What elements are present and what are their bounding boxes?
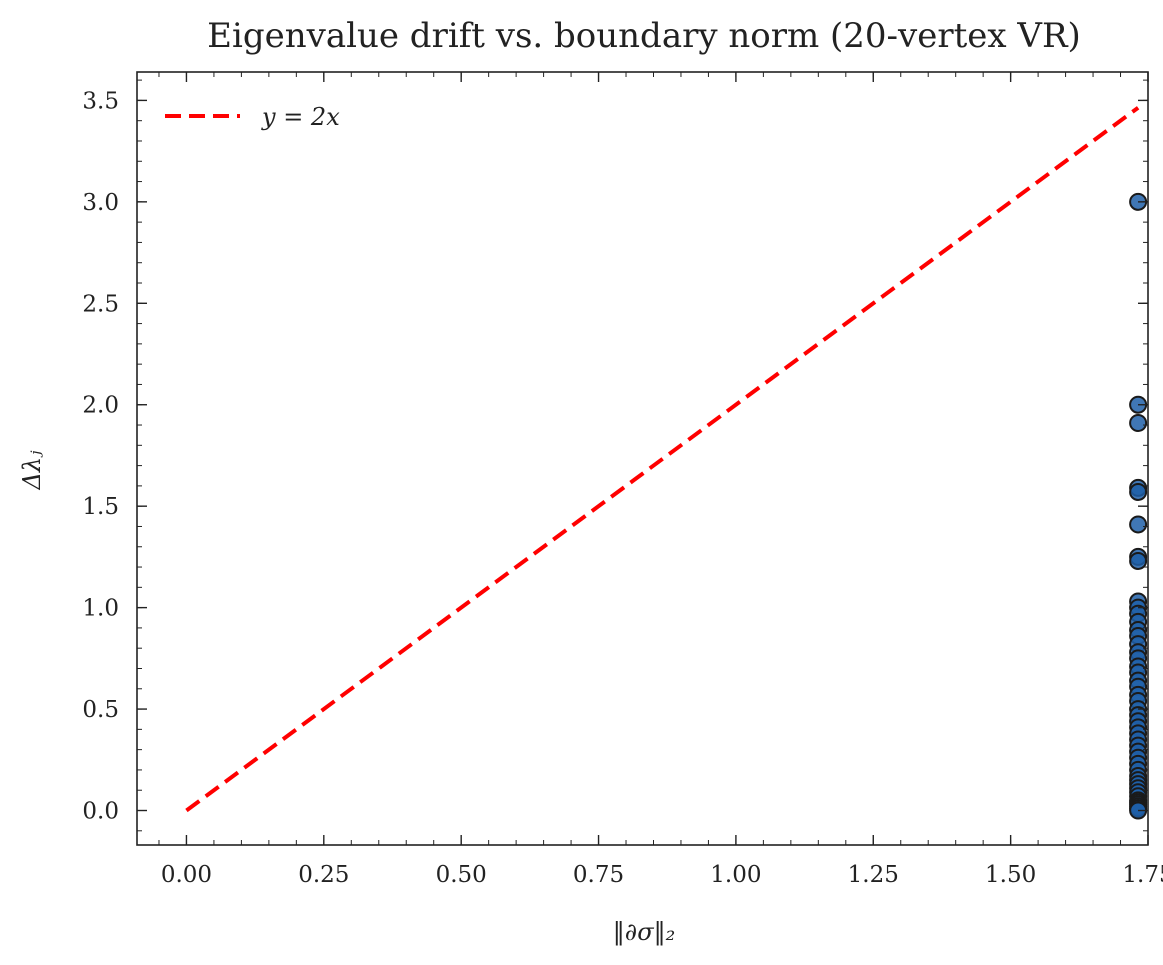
scatter-point: [1129, 482, 1148, 501]
x-tick-label: 1.25: [848, 862, 899, 888]
x-tick-label: 1.00: [710, 862, 761, 888]
y-tick-label: 2.5: [82, 291, 119, 317]
y-axis-label: Δλⱼ: [18, 450, 46, 491]
scatter-point: [1129, 551, 1148, 570]
x-tick-label: 0.75: [573, 862, 624, 888]
x-tick-label: 0.00: [161, 862, 212, 888]
y-tick-label: 0.0: [82, 799, 119, 825]
reference-line-y-equals-2x: [185, 106, 1140, 813]
chart-title: Eigenvalue drift vs. boundary norm (20-v…: [207, 16, 1081, 56]
y-tick-label: 0.5: [82, 697, 119, 723]
scatter-point: [1129, 515, 1148, 534]
plot-frame: [136, 71, 1149, 846]
y-tick-label: 2.0: [82, 393, 119, 419]
legend-label: y = 2x: [261, 103, 340, 131]
plot-area: [136, 71, 1149, 846]
scatter-point: [1129, 413, 1148, 432]
axis-ticks: 0.00 0.25 0.50 0.75 1.00 1.25 1.50 1.75 0.0 0.5 1.…: [82, 72, 1163, 888]
x-tick-label: 1.75: [1122, 862, 1163, 888]
y-tick-label: 1.0: [82, 596, 119, 622]
y-tick-label: 3.5: [82, 88, 119, 114]
y-tick-label: 1.5: [82, 494, 119, 520]
x-tick-label: 1.50: [985, 862, 1036, 888]
x-tick-label: 0.50: [436, 862, 487, 888]
x-tick-label: 0.25: [298, 862, 349, 888]
y-tick-label: 3.0: [82, 190, 119, 216]
legend: y = 2x: [165, 103, 340, 131]
x-axis-label: ‖∂σ‖₂: [613, 918, 675, 947]
